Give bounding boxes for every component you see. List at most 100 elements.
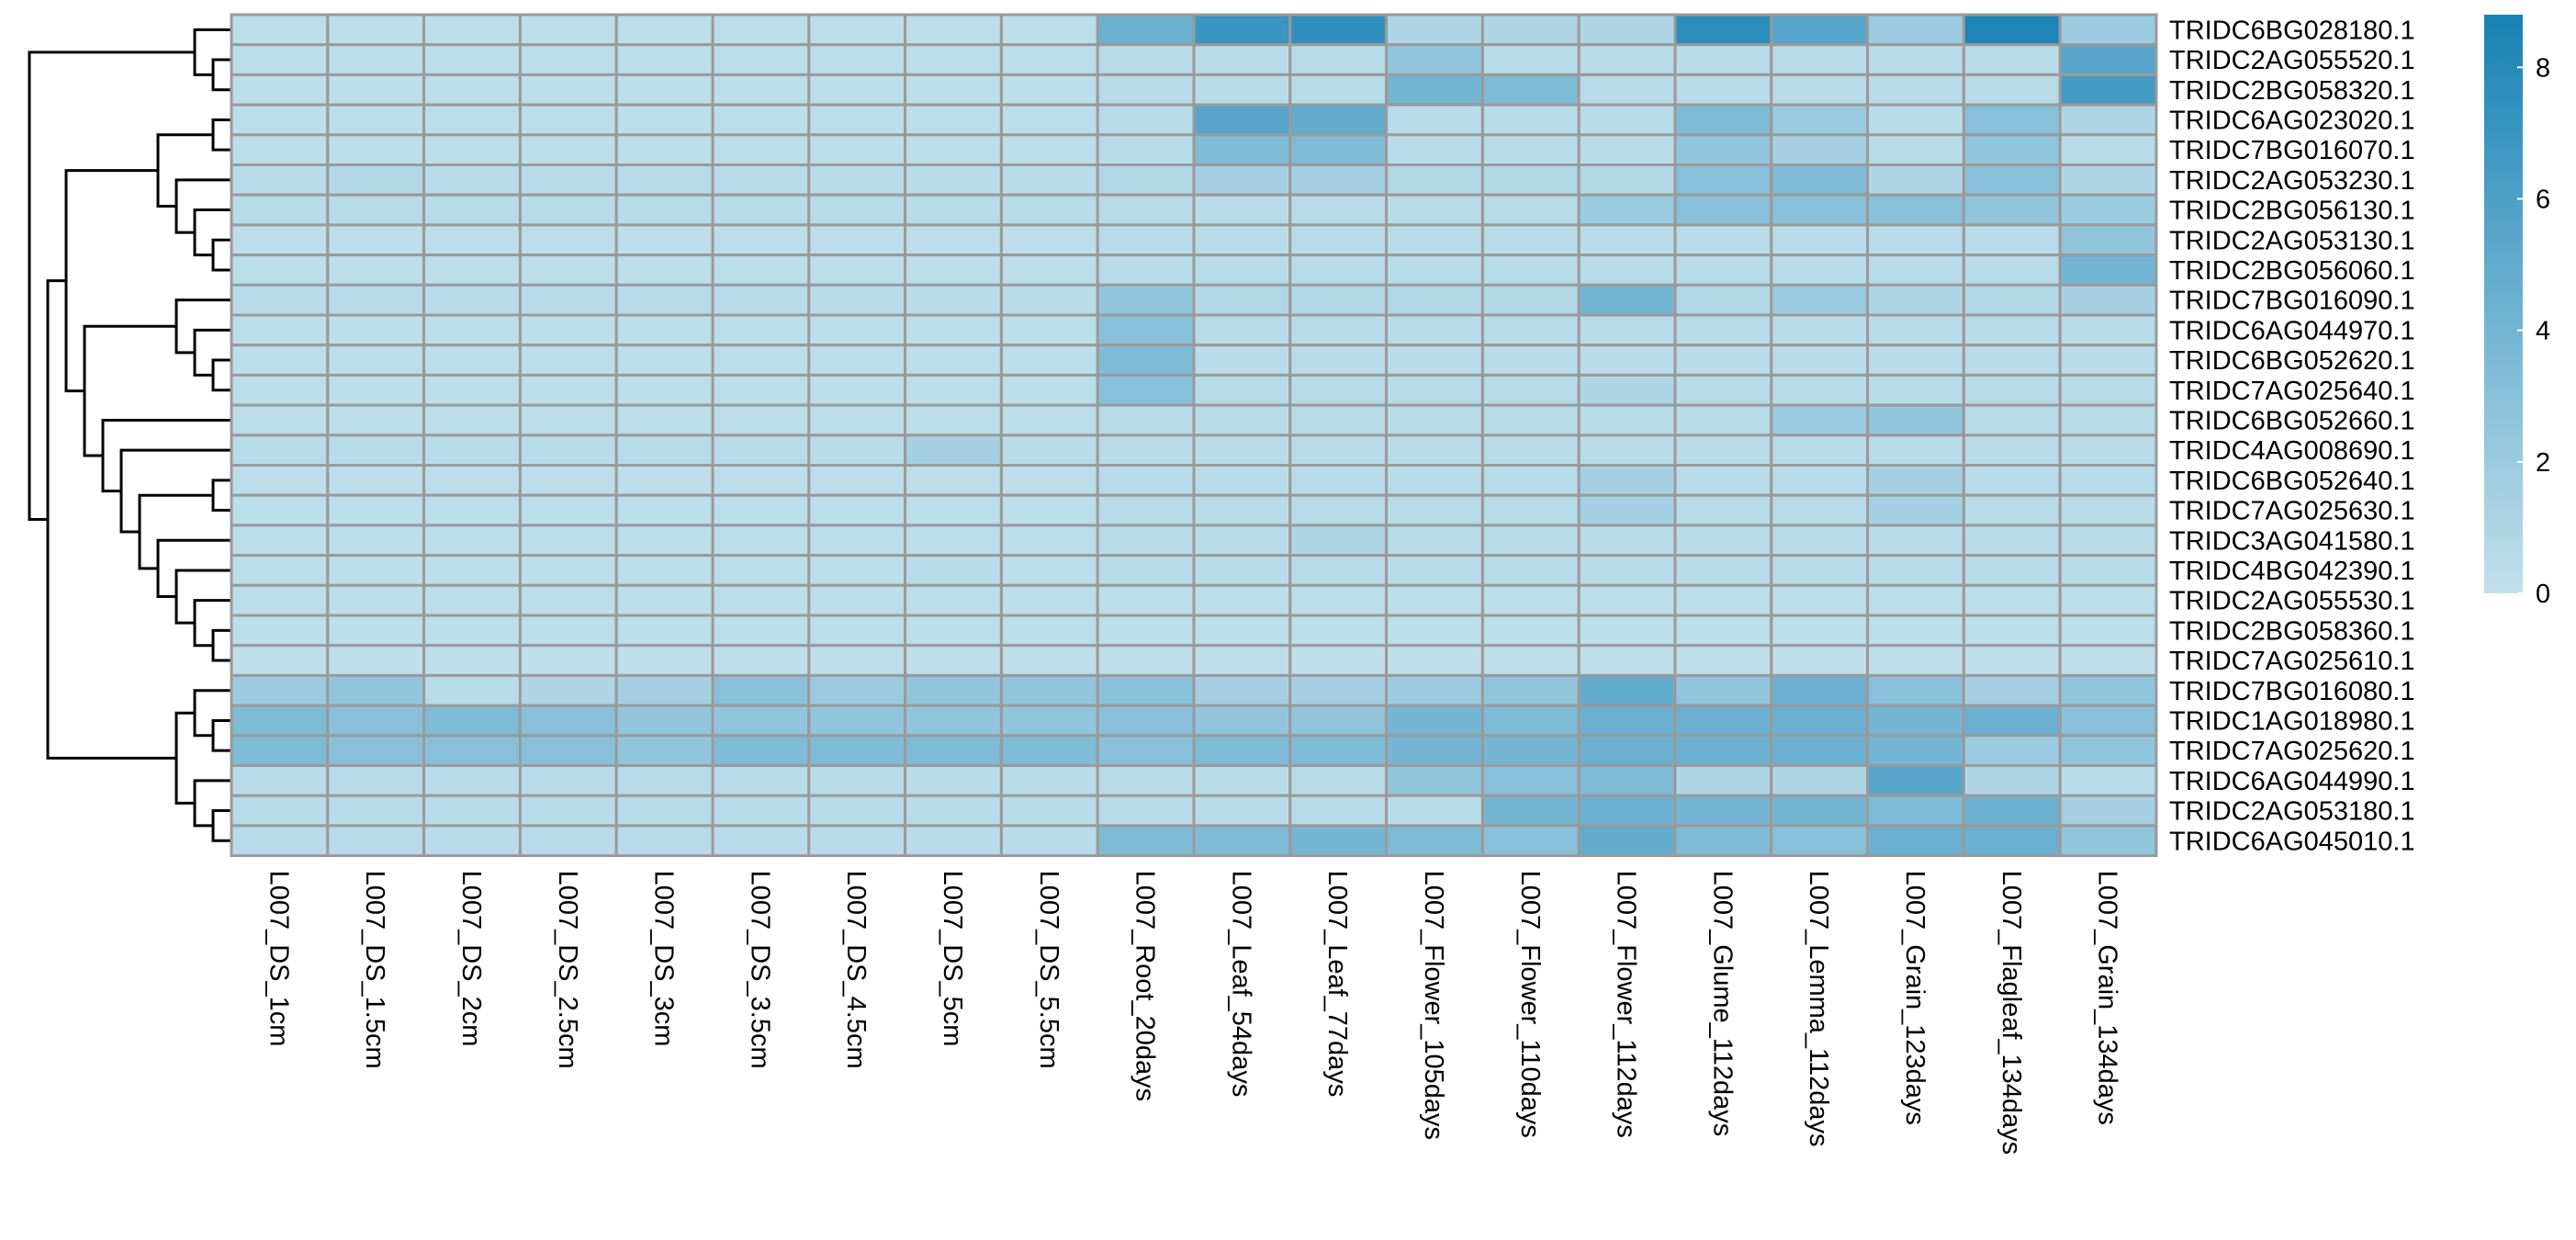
heatmap-cell [1962, 493, 2062, 527]
heatmap-cell [1480, 73, 1580, 107]
heatmap-cell [326, 344, 426, 377]
heatmap-cell [326, 734, 426, 767]
heatmap-cell [1962, 434, 2062, 467]
heatmap-cell [1385, 163, 1484, 197]
heatmap-cell [230, 704, 330, 738]
heatmap-cell [807, 554, 907, 587]
heatmap-cell [326, 493, 426, 527]
heatmap-cell [1480, 583, 1580, 617]
heatmap-cell [518, 614, 618, 648]
heatmap-cell [2058, 103, 2158, 137]
heatmap-cell [1288, 254, 1389, 287]
heatmap-cell [1385, 644, 1484, 677]
heatmap-cell [1962, 403, 2062, 437]
heatmap-cell [999, 734, 1099, 767]
heatmap-cell [1866, 644, 1965, 677]
heatmap-cell [1577, 223, 1677, 257]
heatmap-cell [1866, 464, 1965, 497]
heatmap-cell [1866, 704, 1965, 738]
heatmap-cell [1192, 403, 1292, 437]
heatmap-cell [1866, 794, 1965, 828]
heatmap-cell [1770, 434, 1870, 467]
heatmap-cell [1096, 524, 1196, 558]
heatmap-cell [1480, 464, 1580, 497]
heatmap-cell [904, 344, 1003, 377]
heatmap-cell [518, 734, 618, 767]
heatmap-cell [999, 434, 1099, 467]
heatmap-cell [1192, 103, 1292, 137]
column-label: L007_DS_3.5cm [745, 871, 774, 1069]
heatmap-cell [1577, 13, 1677, 47]
heatmap-cell [1770, 764, 1870, 797]
row-label: TRIDC4BG042390.1 [2169, 557, 2415, 586]
heatmap-cell [1096, 794, 1196, 828]
heatmap-cell [1480, 313, 1580, 347]
heatmap-cell [1866, 283, 1965, 317]
heatmap-cell [999, 13, 1099, 47]
heatmap-cell [1577, 133, 1677, 167]
heatmap-cell [1866, 373, 1965, 407]
heatmap-cell [1577, 583, 1677, 617]
heatmap-cell [904, 614, 1003, 648]
heatmap-cell [518, 493, 618, 527]
heatmap-cell [1288, 794, 1389, 828]
heatmap-cell [904, 223, 1003, 257]
heatmap-cell [614, 223, 714, 257]
heatmap-cell [1480, 13, 1580, 47]
heatmap-cell [1096, 554, 1196, 587]
heatmap-cell [1673, 223, 1773, 257]
heatmap-cell [1866, 403, 1965, 437]
heatmap-cell [1096, 614, 1196, 648]
heatmap-cell [1673, 43, 1773, 76]
heatmap-cell [518, 313, 618, 347]
heatmap-cell [1480, 824, 1580, 858]
heatmap-cell [1480, 644, 1580, 677]
heatmap-cell [1577, 734, 1677, 767]
heatmap-cell [326, 73, 426, 107]
heatmap-cell [807, 673, 907, 707]
heatmap-cell [230, 283, 330, 317]
heatmap-cell [614, 434, 714, 467]
heatmap-cell [1385, 254, 1484, 287]
heatmap-cell [2058, 554, 2158, 587]
heatmap-cell [1096, 734, 1196, 767]
heatmap-cell [2058, 464, 2158, 497]
color-scale-tick-label: 2 [2536, 448, 2550, 478]
heatmap-cell [711, 434, 811, 467]
heatmap-cell [326, 13, 426, 47]
color-scale-bar [2484, 15, 2523, 593]
heatmap-cell [1577, 43, 1677, 76]
heatmap-cell [1962, 313, 2062, 347]
heatmap-cell [614, 313, 714, 347]
heatmap-cell [1192, 644, 1292, 677]
color-scale-tick-label: 4 [2536, 317, 2550, 346]
heatmap-cell [999, 73, 1099, 107]
heatmap-cell [1385, 73, 1484, 107]
heatmap-cell [1673, 254, 1773, 287]
heatmap-cell [422, 223, 522, 257]
dendrogram-branch [174, 711, 195, 805]
row-label: TRIDC2AG053180.1 [2169, 797, 2415, 827]
dendrogram-branch [64, 169, 158, 393]
row-label: TRIDC7AG025640.1 [2169, 377, 2415, 406]
heatmap-cell [1385, 614, 1484, 648]
heatmap-cell [807, 434, 907, 467]
row-label: TRIDC2AG053130.1 [2169, 226, 2415, 255]
heatmap-cell [1770, 133, 1870, 167]
heatmap-cell [999, 464, 1099, 497]
heatmap-cell [999, 163, 1099, 197]
heatmap-cell [711, 163, 811, 197]
heatmap-cell [1770, 614, 1870, 648]
heatmap-cell [1866, 614, 1965, 648]
heatmap-cell [711, 673, 811, 707]
heatmap-cell [807, 464, 907, 497]
heatmap-cell [230, 163, 330, 197]
heatmap-cell [1673, 673, 1773, 707]
heatmap-cell [2058, 764, 2158, 797]
heatmap-cell [1577, 434, 1677, 467]
heatmap-cell [2058, 43, 2158, 76]
heatmap-cell [1385, 493, 1484, 527]
heatmap-cell [1288, 103, 1389, 137]
heatmap-cell [422, 524, 522, 558]
column-label: L007_DS_2cm [456, 871, 486, 1047]
